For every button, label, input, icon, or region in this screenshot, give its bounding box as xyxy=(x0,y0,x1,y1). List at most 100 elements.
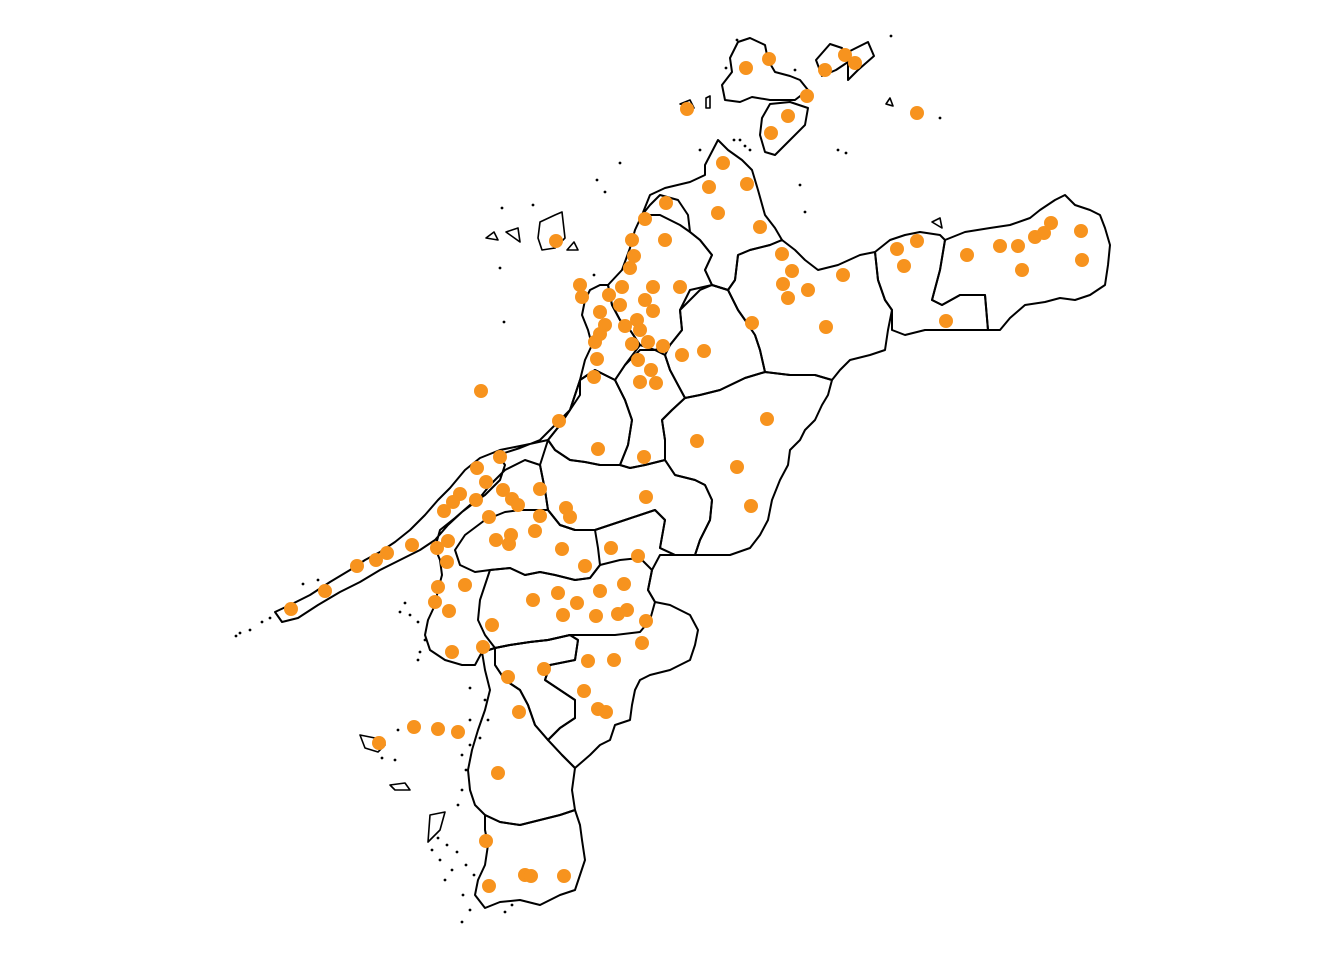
islet xyxy=(885,97,894,107)
coastline-speck xyxy=(450,868,454,872)
location-marker xyxy=(781,109,795,123)
islet xyxy=(705,95,711,109)
island-boundary xyxy=(759,101,809,156)
islet xyxy=(505,227,521,243)
coastline-speck xyxy=(468,908,472,912)
location-marker xyxy=(604,541,618,555)
municipality-boundary xyxy=(467,647,576,826)
coastline-speck xyxy=(438,858,442,862)
location-marker xyxy=(848,56,862,70)
coastline-specks xyxy=(234,34,942,924)
islet xyxy=(485,231,499,241)
coastline-speck xyxy=(464,768,468,772)
location-marker xyxy=(753,220,767,234)
location-marker xyxy=(801,283,815,297)
location-marker xyxy=(649,376,663,390)
location-marker xyxy=(800,89,814,103)
location-marker xyxy=(620,603,634,617)
coastline-speck xyxy=(398,610,402,614)
coastline-speck xyxy=(478,736,482,740)
location-marker xyxy=(431,722,445,736)
location-marker xyxy=(607,653,621,667)
municipality-boundary xyxy=(931,194,1111,331)
location-marker xyxy=(625,337,639,351)
coastline-speck xyxy=(380,756,384,760)
location-marker xyxy=(407,720,421,734)
location-marker xyxy=(690,434,704,448)
location-marker xyxy=(445,645,459,659)
location-marker xyxy=(581,654,595,668)
location-marker xyxy=(644,363,658,377)
coastline-speck xyxy=(698,148,702,152)
location-marker xyxy=(639,614,653,628)
municipality-boundary xyxy=(494,634,579,741)
location-marker xyxy=(405,538,419,552)
location-marker xyxy=(458,578,472,592)
location-marker xyxy=(588,335,602,349)
location-marker xyxy=(702,180,716,194)
location-marker xyxy=(775,247,789,261)
location-marker xyxy=(589,609,603,623)
coastline-speck xyxy=(403,601,407,605)
location-marker xyxy=(910,234,924,248)
location-marker xyxy=(591,442,605,456)
location-marker xyxy=(431,580,445,594)
location-marker xyxy=(1074,224,1088,238)
location-marker xyxy=(836,268,850,282)
location-marker xyxy=(785,264,799,278)
coastline-speck xyxy=(738,138,742,142)
coastline-speck xyxy=(844,151,848,155)
islet xyxy=(389,782,411,791)
location-marker xyxy=(593,584,607,598)
location-marker xyxy=(578,559,592,573)
location-marker xyxy=(1011,239,1025,253)
location-marker xyxy=(587,370,601,384)
location-marker xyxy=(440,555,454,569)
location-marker xyxy=(781,291,795,305)
location-marker xyxy=(637,450,651,464)
coastline-speck xyxy=(268,616,272,620)
location-marker xyxy=(675,348,689,362)
coastline-speck xyxy=(468,686,472,690)
coastline-speck xyxy=(436,836,440,840)
location-marker xyxy=(646,304,660,318)
coastline-speck xyxy=(592,273,596,277)
coastline-speck xyxy=(743,144,747,148)
location-marker xyxy=(350,559,364,573)
location-marker xyxy=(646,280,660,294)
location-marker xyxy=(451,725,465,739)
location-marker xyxy=(446,495,460,509)
location-marker xyxy=(437,504,451,518)
location-marker xyxy=(430,541,444,555)
location-marker xyxy=(615,280,629,294)
coastline-speck xyxy=(889,34,893,38)
coastline-speck xyxy=(234,634,238,638)
coastline-speck xyxy=(468,718,472,722)
coastline-speck xyxy=(260,620,264,624)
location-marker xyxy=(563,510,577,524)
location-marker xyxy=(744,499,758,513)
location-marker xyxy=(442,604,456,618)
location-marker xyxy=(838,48,852,62)
location-marker xyxy=(577,684,591,698)
location-marker xyxy=(819,320,833,334)
location-marker xyxy=(638,293,652,307)
coastline-speck xyxy=(472,873,476,877)
location-marker xyxy=(739,61,753,75)
location-marker xyxy=(533,509,547,523)
coastline-speck xyxy=(460,920,464,924)
location-marker xyxy=(552,414,566,428)
municipality-boundary xyxy=(474,809,586,909)
municipal-boundaries xyxy=(274,37,1111,909)
location-marker xyxy=(479,834,493,848)
coastline-speck xyxy=(460,753,464,757)
location-marker xyxy=(526,593,540,607)
coastline-speck xyxy=(502,320,506,324)
location-marker xyxy=(599,705,613,719)
location-marker xyxy=(369,553,383,567)
location-marker xyxy=(555,542,569,556)
coastline-speck xyxy=(248,628,252,632)
location-marker xyxy=(485,618,499,632)
location-marker xyxy=(573,278,587,292)
location-marker xyxy=(372,736,386,750)
